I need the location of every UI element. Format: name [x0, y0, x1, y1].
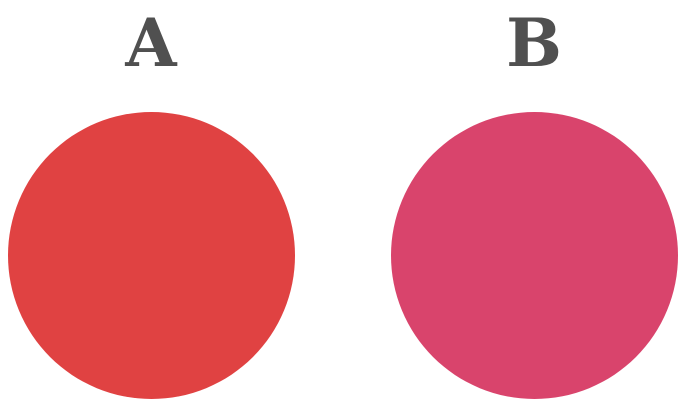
option-a-color-circle[interactable] [8, 112, 295, 399]
option-a-label: A [125, 4, 177, 82]
option-b-label: B [506, 4, 562, 82]
option-b-color-circle[interactable] [391, 112, 678, 399]
